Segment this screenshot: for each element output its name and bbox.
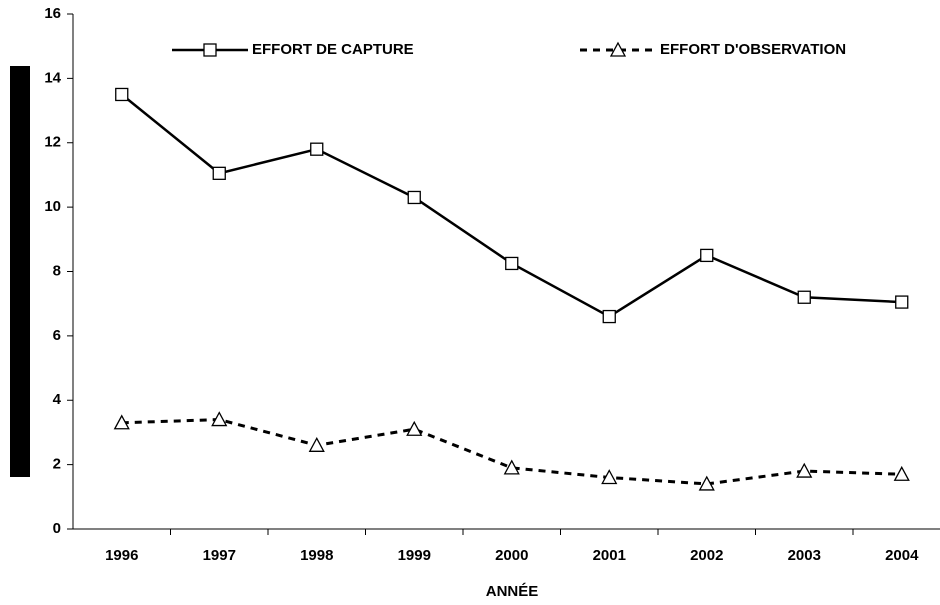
x-tick-label: 2003: [788, 547, 821, 564]
series-line: [120, 93, 902, 319]
legend-label: EFFORT D'OBSERVATION: [660, 41, 846, 58]
marker: [796, 462, 813, 478]
x-axis-label: ANNÉE: [486, 583, 539, 600]
marker: [308, 436, 325, 452]
x-tick-label: 2001: [593, 547, 626, 564]
marker: [797, 290, 811, 304]
marker: [310, 142, 324, 156]
marker: [407, 190, 421, 205]
x-tick-label: 1996: [105, 547, 138, 564]
marker: [115, 87, 129, 102]
y-tick-label: 16: [44, 5, 61, 22]
y-tick-label: 12: [44, 134, 61, 151]
x-tick-label: 2004: [885, 547, 919, 564]
marker: [601, 469, 618, 485]
marker: [895, 295, 909, 309]
marker: [893, 465, 910, 481]
legend-label: EFFORT DE CAPTURE: [252, 41, 414, 58]
y-tick-label: 14: [44, 69, 61, 86]
marker: [212, 166, 226, 180]
y-tick-label: 6: [53, 327, 61, 344]
marker: [609, 41, 627, 57]
marker: [203, 43, 217, 57]
y-tick-label: 4: [53, 391, 62, 408]
x-tick-label: 2002: [690, 547, 723, 564]
y-tick-label: 0: [53, 520, 61, 537]
y-tick-label: 8: [53, 262, 61, 279]
marker: [602, 309, 616, 324]
x-tick-label: 1998: [300, 547, 333, 564]
series-line: [121, 418, 902, 486]
x-tick-label: 2000: [495, 547, 528, 564]
y-tick-label: 2: [53, 456, 61, 473]
y-tick-label: 10: [44, 198, 61, 215]
marker: [505, 256, 519, 271]
x-tick-label: 1997: [203, 547, 236, 564]
marker: [700, 248, 714, 263]
redacted-label: [10, 66, 30, 477]
marker: [698, 475, 715, 491]
marker: [113, 414, 130, 430]
marker: [211, 411, 228, 427]
x-tick-label: 1999: [398, 547, 431, 564]
marker: [503, 459, 520, 475]
marker: [406, 420, 423, 436]
